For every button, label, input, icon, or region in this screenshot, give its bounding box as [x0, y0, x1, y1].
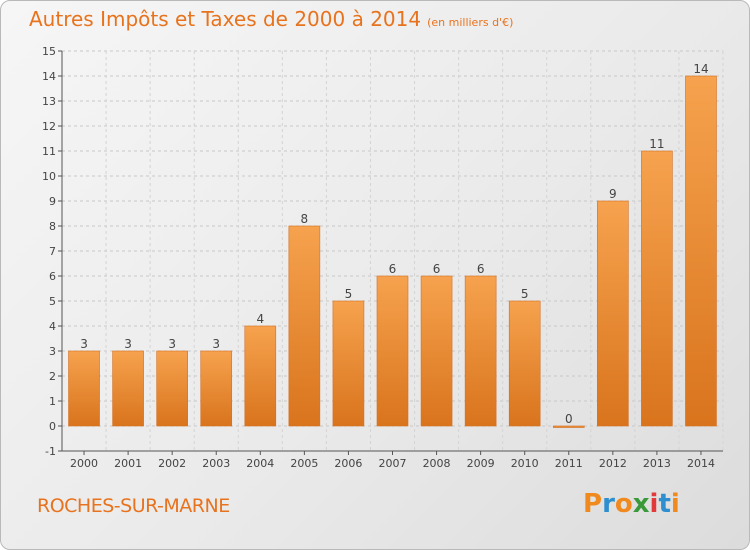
- x-tick-label-2009: 2009: [467, 457, 495, 470]
- data-label-2000: 3: [80, 337, 88, 351]
- y-tick-label: 3: [49, 345, 56, 358]
- y-tick-label: 9: [49, 195, 56, 208]
- y-tick-label: 4: [49, 320, 56, 333]
- y-tick-label: 7: [49, 245, 56, 258]
- bar-2003: [200, 350, 233, 427]
- y-tick-label: 5: [49, 295, 56, 308]
- data-label-2009: 6: [477, 262, 485, 276]
- bars-layer: [68, 75, 717, 428]
- labels-layer: -101234567891011121314153200032001320023…: [42, 45, 715, 470]
- proxiti-logo: Proxiti: [583, 489, 680, 519]
- x-tick-label-2010: 2010: [511, 457, 539, 470]
- chart-title: Autres Impôts et Taxes de 2000 à 2014 (en…: [29, 7, 513, 31]
- data-label-2008: 6: [433, 262, 441, 276]
- x-tick-label-2012: 2012: [599, 457, 627, 470]
- bar-2013: [641, 150, 673, 427]
- chart-title-text: Autres Impôts et Taxes de 2000 à 2014: [29, 7, 422, 31]
- bar-2007: [376, 275, 409, 427]
- x-tick-label-2000: 2000: [70, 457, 98, 470]
- x-tick-label-2003: 2003: [202, 457, 230, 470]
- bar-2002: [156, 350, 188, 427]
- logo-letter: r: [602, 489, 615, 519]
- y-tick-label: 14: [42, 70, 56, 83]
- x-tick-label-2008: 2008: [423, 457, 451, 470]
- x-tick-label-2007: 2007: [379, 457, 407, 470]
- y-tick-label: 13: [42, 95, 56, 108]
- commune-name: ROCHES-SUR-MARNE: [37, 495, 230, 517]
- bar-2014: [685, 75, 717, 427]
- data-label-2004: 4: [256, 312, 264, 326]
- logo-letter: t: [658, 489, 671, 519]
- bar-2006: [332, 300, 365, 427]
- x-tick-label-2001: 2001: [114, 457, 142, 470]
- data-label-2011: 0: [565, 412, 573, 426]
- data-label-2014: 14: [693, 62, 708, 76]
- bar-2004: [244, 325, 277, 427]
- y-tick-label: 15: [42, 45, 56, 58]
- y-tick-label: 1: [49, 395, 56, 408]
- x-tick-label-2006: 2006: [334, 457, 362, 470]
- data-label-2007: 6: [389, 262, 397, 276]
- data-label-2010: 5: [521, 287, 529, 301]
- bar-2010: [508, 300, 541, 427]
- bar-2008: [420, 275, 453, 427]
- data-label-2012: 9: [609, 187, 617, 201]
- y-tick-label: 8: [49, 220, 56, 233]
- x-tick-label-2011: 2011: [555, 457, 583, 470]
- y-tick-label: 11: [42, 145, 56, 158]
- y-tick-label: 10: [42, 170, 56, 183]
- x-tick-label-2005: 2005: [290, 457, 318, 470]
- data-label-2013: 11: [649, 137, 664, 151]
- data-label-2002: 3: [168, 337, 176, 351]
- y-tick-label: 6: [49, 270, 56, 283]
- bar-2009: [464, 275, 497, 427]
- x-tick-label-2013: 2013: [643, 457, 671, 470]
- y-tick-label: 0: [49, 420, 56, 433]
- y-tick-label: 2: [49, 370, 56, 383]
- bar-2012: [597, 200, 629, 427]
- y-tick-label: 12: [42, 120, 56, 133]
- logo-letter: P: [583, 489, 603, 519]
- bar-2000: [68, 350, 100, 427]
- data-label-2005: 8: [301, 212, 309, 226]
- bar-2011: [552, 425, 585, 428]
- x-tick-label-2004: 2004: [246, 457, 274, 470]
- data-label-2003: 3: [212, 337, 220, 351]
- x-tick-label-2014: 2014: [687, 457, 715, 470]
- x-tick-label-2002: 2002: [158, 457, 186, 470]
- bar-2001: [112, 350, 144, 427]
- data-label-2006: 5: [345, 287, 353, 301]
- y-tick-label: -1: [45, 445, 56, 458]
- logo-letter: o: [614, 489, 633, 519]
- chart-unit-label: (en milliers d'€): [427, 16, 514, 29]
- logo-letter: i: [670, 489, 680, 519]
- logo-letter: x: [632, 489, 650, 519]
- logo-letter: i: [649, 489, 659, 519]
- data-label-2001: 3: [124, 337, 132, 351]
- bar-2005: [288, 225, 321, 427]
